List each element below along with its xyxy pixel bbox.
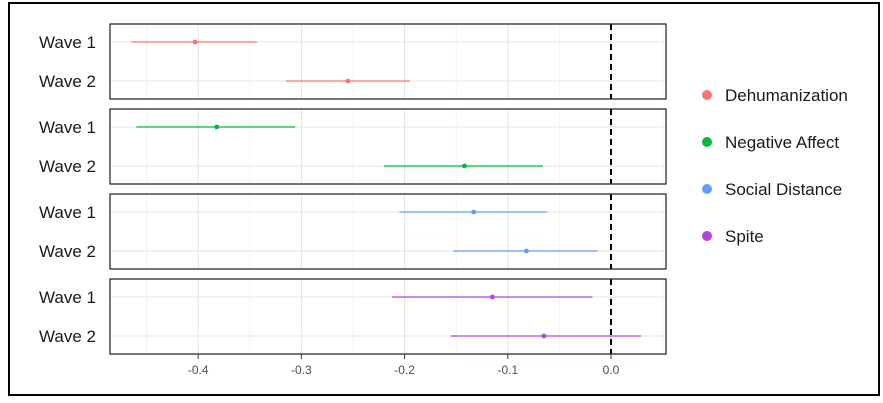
legend-item: Social Distance — [702, 180, 842, 199]
row-label: Wave 2 — [39, 242, 96, 261]
row-label: Wave 1 — [39, 33, 96, 52]
legend-label: Dehumanization — [725, 86, 848, 105]
x-axis: -0.4 -0.3 -0.2 -0.1 0.0 — [188, 354, 620, 377]
panel-background — [110, 194, 666, 269]
panel-background — [110, 24, 666, 99]
row-label: Wave 2 — [39, 327, 96, 346]
panel-dehumanization: Wave 1 Wave 2 — [39, 23, 667, 100]
x-tick-label: -0.4 — [188, 363, 209, 377]
point-estimate — [489, 294, 495, 300]
point-estimate — [462, 163, 467, 169]
point-estimate — [192, 39, 198, 45]
legend-item: Dehumanization — [702, 86, 848, 105]
x-tick-label: -0.3 — [291, 363, 312, 377]
point-estimate — [214, 124, 220, 130]
legend-item: Spite — [702, 227, 764, 246]
panel-border — [109, 193, 667, 270]
legend-label: Spite — [725, 227, 764, 246]
panel-negative-affect: Wave 1 Wave 2 — [39, 108, 667, 185]
row-label: Wave 1 — [39, 118, 96, 137]
row-label: Wave 2 — [39, 157, 96, 176]
legend-label: Negative Affect — [725, 133, 839, 152]
legend-item: Negative Affect — [702, 133, 839, 152]
x-tick-label: -0.1 — [497, 363, 518, 377]
row-label: Wave 2 — [39, 72, 96, 91]
panel-border — [109, 108, 667, 185]
panel-social-distance: Wave 1 Wave 2 — [39, 193, 667, 270]
row-label: Wave 1 — [39, 288, 96, 307]
legend-key — [702, 90, 712, 100]
x-tick-label: 0.0 — [603, 363, 620, 377]
legend-label: Social Distance — [725, 180, 842, 199]
legend-key — [702, 184, 712, 194]
legend-key — [702, 231, 712, 241]
point-estimate — [345, 78, 351, 84]
point-estimate — [523, 248, 529, 254]
x-tick-label: -0.2 — [394, 363, 415, 377]
point-estimate — [471, 209, 477, 215]
panel-background — [110, 279, 666, 354]
row-label: Wave 1 — [39, 203, 96, 222]
panel-border — [109, 278, 667, 355]
panel-spite: Wave 1 Wave 2 — [39, 278, 667, 355]
point-estimate — [541, 333, 547, 339]
legend: Dehumanization Negative Affect Social Dist… — [702, 86, 848, 246]
panel-border — [109, 23, 667, 100]
panel-background — [110, 109, 666, 184]
legend-key — [702, 137, 712, 147]
